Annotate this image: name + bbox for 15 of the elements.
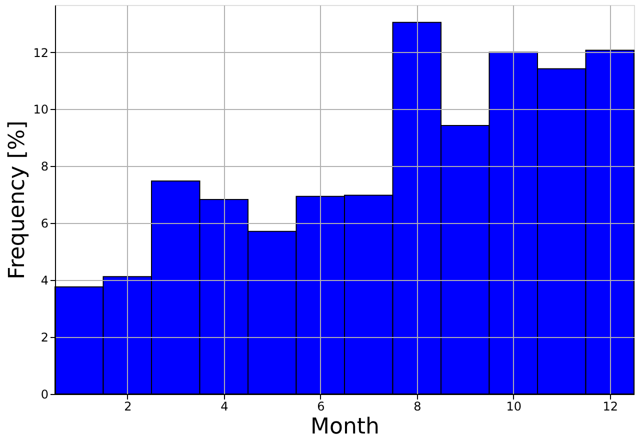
x-axis-title: Month bbox=[310, 414, 380, 440]
y-tick-label: 8 bbox=[40, 160, 48, 174]
y-tick-label: 2 bbox=[40, 330, 48, 345]
y-tick-label: 10 bbox=[33, 102, 48, 117]
x-tick-label: 8 bbox=[414, 400, 422, 414]
x-tick-label: 6 bbox=[317, 400, 325, 414]
y-tick-label: 12 bbox=[33, 46, 48, 60]
x-tick-label: 10 bbox=[506, 400, 522, 414]
y-tick-label: 6 bbox=[40, 216, 48, 231]
y-tick-label: 4 bbox=[40, 274, 48, 288]
x-tick-label: 4 bbox=[220, 400, 228, 414]
y-tick-label: 0 bbox=[40, 388, 48, 402]
x-tick-label: 12 bbox=[602, 400, 618, 414]
y-axis-title: Frequency [%] bbox=[5, 120, 30, 280]
x-tick-label: 2 bbox=[124, 400, 132, 414]
